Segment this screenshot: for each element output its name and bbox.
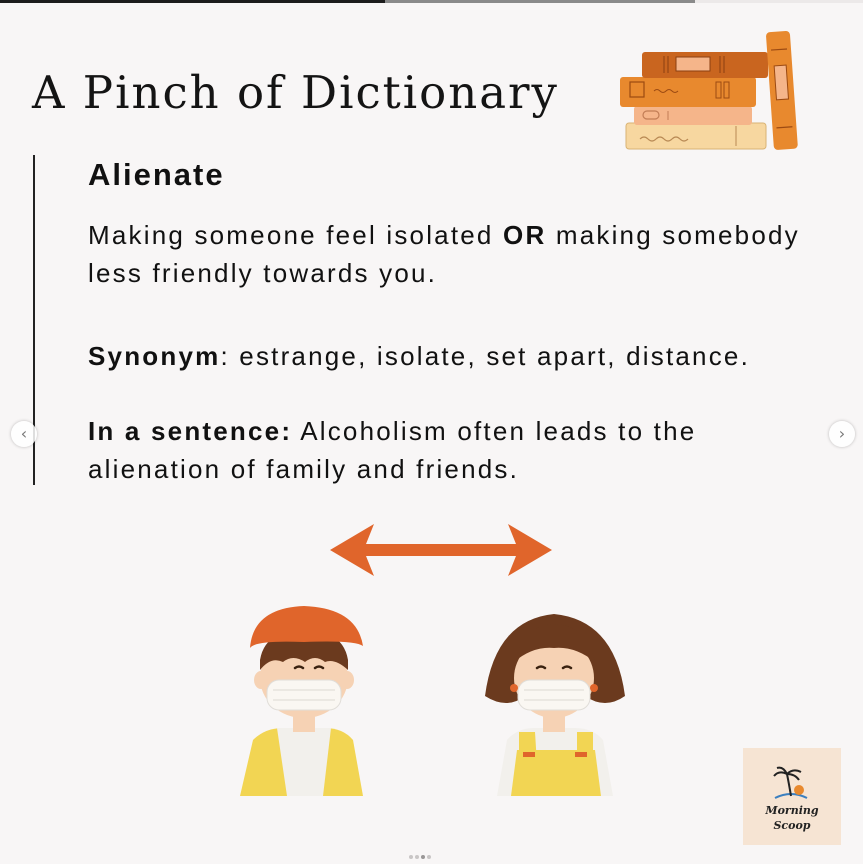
- brand-name-line1: Morning: [765, 804, 819, 817]
- chevron-left-icon: ‹: [20, 424, 28, 443]
- definition-emphasis: OR: [503, 220, 547, 250]
- carousel-indicator: [408, 844, 432, 863]
- carousel-dot: [409, 855, 413, 859]
- synonym-label: Synonym: [88, 341, 221, 371]
- example-sentence: In a sentence: Alcoholism often leads to…: [88, 416, 697, 484]
- carousel-prev-button[interactable]: ‹: [11, 421, 37, 447]
- definition-text: Making someone feel isolated OR making s…: [88, 220, 800, 288]
- books-illustration: [620, 30, 798, 150]
- carousel-dot: [427, 855, 431, 859]
- dictionary-word: Alienate: [88, 157, 225, 192]
- story-progress-bar: [0, 0, 863, 3]
- girl-figure: [485, 614, 625, 796]
- chevron-right-icon: ›: [838, 424, 846, 443]
- synonym-text: Synonym: estrange, isolate, set apart, d…: [88, 341, 750, 371]
- progress-segment-active: [0, 0, 385, 3]
- carousel-dot: [415, 855, 419, 859]
- carousel-next-button[interactable]: ›: [829, 421, 855, 447]
- progress-segment: [385, 0, 695, 3]
- page-title: A Pinch of Dictionary: [32, 66, 559, 119]
- boy-figure: [240, 606, 363, 796]
- double-arrow-icon: [330, 524, 552, 576]
- masked-people-illustration: [240, 606, 625, 796]
- quote-divider: [33, 155, 35, 485]
- brand-name-line2: Scoop: [773, 819, 811, 832]
- palm-tree-icon: [773, 766, 808, 799]
- brand-logo: Morning Scoop: [743, 748, 841, 845]
- carousel-dot: [421, 855, 425, 859]
- sentence-label: In a sentence:: [88, 416, 293, 446]
